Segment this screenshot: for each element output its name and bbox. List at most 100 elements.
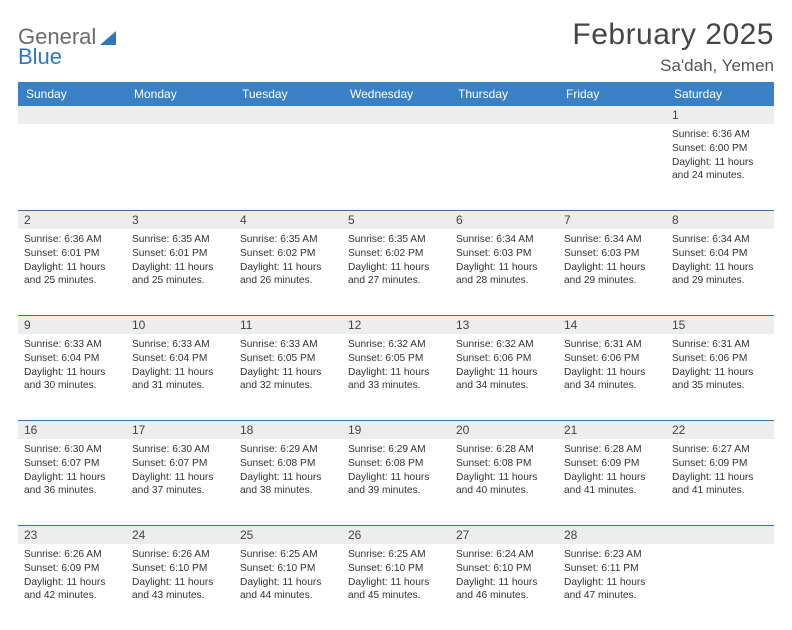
- sunrise-text: Sunrise: 6:32 AM: [348, 338, 444, 352]
- page-title: February 2025: [572, 18, 774, 52]
- daylight-text: Daylight: 11 hours and 41 minutes.: [672, 471, 768, 499]
- weekday-header: Sunday Monday Tuesday Wednesday Thursday…: [18, 82, 774, 106]
- day-number: [234, 106, 342, 124]
- sunrise-text: Sunrise: 6:28 AM: [564, 443, 660, 457]
- daynum-row: 1: [18, 106, 774, 124]
- daylight-text: Daylight: 11 hours and 25 minutes.: [24, 261, 120, 289]
- sunset-text: Sunset: 6:09 PM: [564, 457, 660, 471]
- day-number: [126, 106, 234, 124]
- day-number: 28: [558, 526, 666, 544]
- day-cell: Sunrise: 6:27 AMSunset: 6:09 PMDaylight:…: [666, 439, 774, 525]
- day-number: 6: [450, 211, 558, 229]
- sunrise-text: Sunrise: 6:27 AM: [672, 443, 768, 457]
- daylight-text: Daylight: 11 hours and 27 minutes.: [348, 261, 444, 289]
- day-number: 13: [450, 316, 558, 334]
- day-cell: Sunrise: 6:32 AMSunset: 6:06 PMDaylight:…: [450, 334, 558, 420]
- day-cell: [126, 124, 234, 210]
- day-cell: [666, 544, 774, 630]
- day-number: 18: [234, 421, 342, 439]
- sunrise-text: Sunrise: 6:33 AM: [24, 338, 120, 352]
- sunrise-text: Sunrise: 6:29 AM: [348, 443, 444, 457]
- sunrise-text: Sunrise: 6:34 AM: [456, 233, 552, 247]
- sunrise-text: Sunrise: 6:31 AM: [564, 338, 660, 352]
- day-number: 27: [450, 526, 558, 544]
- day-cell: Sunrise: 6:34 AMSunset: 6:04 PMDaylight:…: [666, 229, 774, 315]
- sunset-text: Sunset: 6:06 PM: [564, 352, 660, 366]
- day-number: 7: [558, 211, 666, 229]
- sunrise-text: Sunrise: 6:26 AM: [24, 548, 120, 562]
- sunset-text: Sunset: 6:10 PM: [348, 562, 444, 576]
- daylight-text: Daylight: 11 hours and 38 minutes.: [240, 471, 336, 499]
- daylight-text: Daylight: 11 hours and 26 minutes.: [240, 261, 336, 289]
- sunset-text: Sunset: 6:05 PM: [348, 352, 444, 366]
- sunset-text: Sunset: 6:04 PM: [672, 247, 768, 261]
- sunset-text: Sunset: 6:08 PM: [240, 457, 336, 471]
- day-cell: Sunrise: 6:33 AMSunset: 6:04 PMDaylight:…: [18, 334, 126, 420]
- week-row: Sunrise: 6:33 AMSunset: 6:04 PMDaylight:…: [18, 334, 774, 421]
- sunset-text: Sunset: 6:10 PM: [456, 562, 552, 576]
- weekday-mon: Monday: [126, 82, 234, 106]
- daylight-text: Daylight: 11 hours and 36 minutes.: [24, 471, 120, 499]
- sunset-text: Sunset: 6:08 PM: [348, 457, 444, 471]
- day-number: [450, 106, 558, 124]
- weekday-tue: Tuesday: [234, 82, 342, 106]
- daylight-text: Daylight: 11 hours and 28 minutes.: [456, 261, 552, 289]
- daylight-text: Daylight: 11 hours and 29 minutes.: [564, 261, 660, 289]
- sunrise-text: Sunrise: 6:24 AM: [456, 548, 552, 562]
- day-number: 5: [342, 211, 450, 229]
- sunrise-text: Sunrise: 6:34 AM: [672, 233, 768, 247]
- day-cell: Sunrise: 6:28 AMSunset: 6:08 PMDaylight:…: [450, 439, 558, 525]
- day-cell: Sunrise: 6:36 AMSunset: 6:00 PMDaylight:…: [666, 124, 774, 210]
- sunrise-text: Sunrise: 6:33 AM: [240, 338, 336, 352]
- daylight-text: Daylight: 11 hours and 25 minutes.: [132, 261, 228, 289]
- day-cell: Sunrise: 6:29 AMSunset: 6:08 PMDaylight:…: [342, 439, 450, 525]
- day-number: 24: [126, 526, 234, 544]
- week-row: Sunrise: 6:26 AMSunset: 6:09 PMDaylight:…: [18, 544, 774, 630]
- day-cell: Sunrise: 6:33 AMSunset: 6:04 PMDaylight:…: [126, 334, 234, 420]
- weekday-sun: Sunday: [18, 82, 126, 106]
- sunset-text: Sunset: 6:00 PM: [672, 142, 768, 156]
- daylight-text: Daylight: 11 hours and 29 minutes.: [672, 261, 768, 289]
- day-cell: [234, 124, 342, 210]
- day-cell: Sunrise: 6:29 AMSunset: 6:08 PMDaylight:…: [234, 439, 342, 525]
- day-cell: Sunrise: 6:25 AMSunset: 6:10 PMDaylight:…: [234, 544, 342, 630]
- day-number: 22: [666, 421, 774, 439]
- day-number: 8: [666, 211, 774, 229]
- sunrise-text: Sunrise: 6:32 AM: [456, 338, 552, 352]
- sunset-text: Sunset: 6:05 PM: [240, 352, 336, 366]
- day-cell: [342, 124, 450, 210]
- calendar: Sunday Monday Tuesday Wednesday Thursday…: [18, 82, 774, 630]
- day-cell: Sunrise: 6:35 AMSunset: 6:01 PMDaylight:…: [126, 229, 234, 315]
- day-number: [558, 106, 666, 124]
- day-number: [342, 106, 450, 124]
- sunset-text: Sunset: 6:01 PM: [132, 247, 228, 261]
- sunrise-text: Sunrise: 6:34 AM: [564, 233, 660, 247]
- day-number: 10: [126, 316, 234, 334]
- day-cell: Sunrise: 6:35 AMSunset: 6:02 PMDaylight:…: [234, 229, 342, 315]
- sunset-text: Sunset: 6:02 PM: [240, 247, 336, 261]
- daylight-text: Daylight: 11 hours and 34 minutes.: [564, 366, 660, 394]
- sunset-text: Sunset: 6:09 PM: [672, 457, 768, 471]
- day-cell: Sunrise: 6:24 AMSunset: 6:10 PMDaylight:…: [450, 544, 558, 630]
- weekday-fri: Friday: [558, 82, 666, 106]
- sunrise-text: Sunrise: 6:35 AM: [240, 233, 336, 247]
- sunset-text: Sunset: 6:10 PM: [132, 562, 228, 576]
- day-number: 15: [666, 316, 774, 334]
- day-number: 14: [558, 316, 666, 334]
- title-block: February 2025 Sa'dah, Yemen: [572, 18, 774, 76]
- daylight-text: Daylight: 11 hours and 32 minutes.: [240, 366, 336, 394]
- day-number: 26: [342, 526, 450, 544]
- day-cell: Sunrise: 6:33 AMSunset: 6:05 PMDaylight:…: [234, 334, 342, 420]
- sunset-text: Sunset: 6:08 PM: [456, 457, 552, 471]
- day-cell: Sunrise: 6:30 AMSunset: 6:07 PMDaylight:…: [18, 439, 126, 525]
- daynum-row: 9101112131415: [18, 316, 774, 334]
- location-label: Sa'dah, Yemen: [572, 56, 774, 76]
- weekday-thu: Thursday: [450, 82, 558, 106]
- sunrise-text: Sunrise: 6:33 AM: [132, 338, 228, 352]
- day-number: 23: [18, 526, 126, 544]
- day-number: 4: [234, 211, 342, 229]
- sunrise-text: Sunrise: 6:23 AM: [564, 548, 660, 562]
- day-number: 12: [342, 316, 450, 334]
- sunrise-text: Sunrise: 6:25 AM: [348, 548, 444, 562]
- daynum-row: 2345678: [18, 211, 774, 229]
